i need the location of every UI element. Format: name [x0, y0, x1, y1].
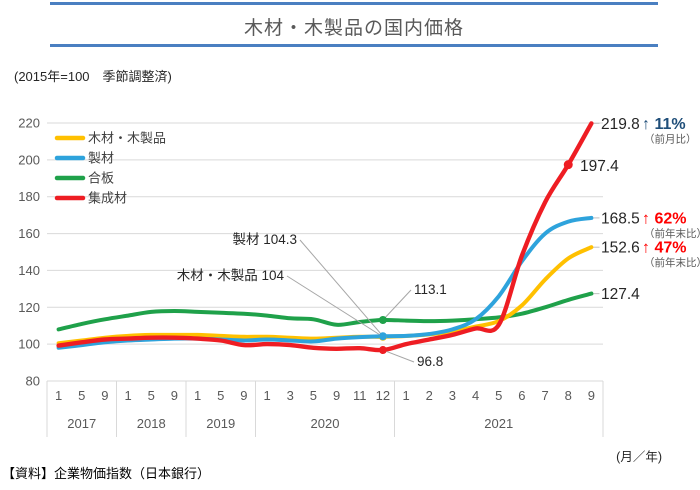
- data-point-marker: [378, 346, 387, 355]
- change-rate-label: ↑ 11%: [642, 116, 686, 133]
- month-label: 3: [449, 388, 456, 403]
- month-label: 9: [171, 388, 178, 403]
- month-label: 5: [310, 388, 317, 403]
- change-rate-label: ↑ 62%: [642, 210, 686, 227]
- month-label: 9: [588, 388, 595, 403]
- month-label: 6: [518, 388, 525, 403]
- year-label: 2018: [137, 416, 166, 431]
- y-axis-label: 220: [18, 116, 40, 131]
- title-rule-top: [50, 2, 658, 5]
- data-point-marker: [563, 160, 573, 170]
- month-label: 1: [402, 388, 409, 403]
- y-axis-label: 140: [18, 263, 40, 278]
- y-axis-label: 200: [18, 152, 40, 167]
- chart-title: 木材・木製品の国内価格: [243, 18, 464, 39]
- end-value-label: 168.5: [601, 210, 640, 227]
- y-axis-label: 180: [18, 189, 40, 204]
- year-label: 2019: [206, 416, 235, 431]
- y-axis-label: 160: [18, 226, 40, 241]
- series-line-3: [56, 121, 594, 353]
- data-point-marker: [378, 332, 387, 341]
- month-label: 5: [495, 388, 502, 403]
- callout-label: 113.1: [414, 282, 447, 297]
- y-axis-label: 80: [26, 374, 40, 389]
- title-rule-bottom: [50, 44, 658, 47]
- change-basis-note: （前年末比）: [644, 227, 700, 240]
- callout-leader: [382, 349, 415, 363]
- month-label: 1: [263, 388, 270, 403]
- source-note: 【資料】企業物価指数（日本銀行）: [2, 466, 211, 481]
- end-value-label: 219.8: [601, 116, 640, 133]
- axis-unit-label: (月／年): [616, 450, 662, 464]
- y-axis-label: 100: [18, 337, 40, 352]
- year-label: 2017: [67, 416, 96, 431]
- end-value-label: 152.6: [601, 240, 640, 257]
- legend-label-1: 製材: [88, 151, 114, 166]
- callout-leader: [286, 275, 384, 338]
- point-value-label: 197.4: [580, 158, 619, 175]
- data-point-marker: [378, 316, 387, 325]
- month-label: 7: [541, 388, 548, 403]
- callout-label: 製材 104.3: [232, 232, 297, 247]
- month-label: 5: [217, 388, 224, 403]
- change-basis-note: （前年末比）: [644, 256, 700, 269]
- year-label: 2021: [484, 416, 513, 431]
- month-label: 5: [148, 388, 155, 403]
- callout-label: 96.8: [417, 354, 443, 369]
- month-label: 4: [472, 388, 479, 403]
- month-label: 8: [565, 388, 572, 403]
- month-label: 5: [78, 388, 85, 403]
- year-label: 2020: [311, 416, 340, 431]
- month-label: 9: [240, 388, 247, 403]
- month-label: 11: [353, 388, 367, 403]
- legend-label-3: 集成材: [88, 191, 127, 206]
- end-value-label: 127.4: [601, 286, 640, 303]
- month-label: 9: [101, 388, 108, 403]
- month-label: 1: [55, 388, 62, 403]
- change-rate-label: ↑ 47%: [642, 240, 686, 257]
- y-axis-label: 120: [18, 300, 40, 315]
- legend-label-2: 合板: [88, 171, 114, 186]
- month-label: 1: [124, 388, 131, 403]
- month-label: 3: [287, 388, 294, 403]
- callout-label: 木材・木製品 104: [177, 268, 285, 283]
- change-basis-note: （前月比）: [644, 132, 697, 145]
- month-label: 9: [333, 388, 340, 403]
- month-label: 12: [376, 388, 390, 403]
- month-label: 2: [426, 388, 433, 403]
- callout-leader: [299, 239, 384, 337]
- index-base-note: (2015年=100 季節調整済): [14, 69, 172, 84]
- legend-label-0: 木材・木製品: [88, 131, 166, 146]
- month-label: 1: [194, 388, 201, 403]
- callout-leader: [382, 289, 412, 321]
